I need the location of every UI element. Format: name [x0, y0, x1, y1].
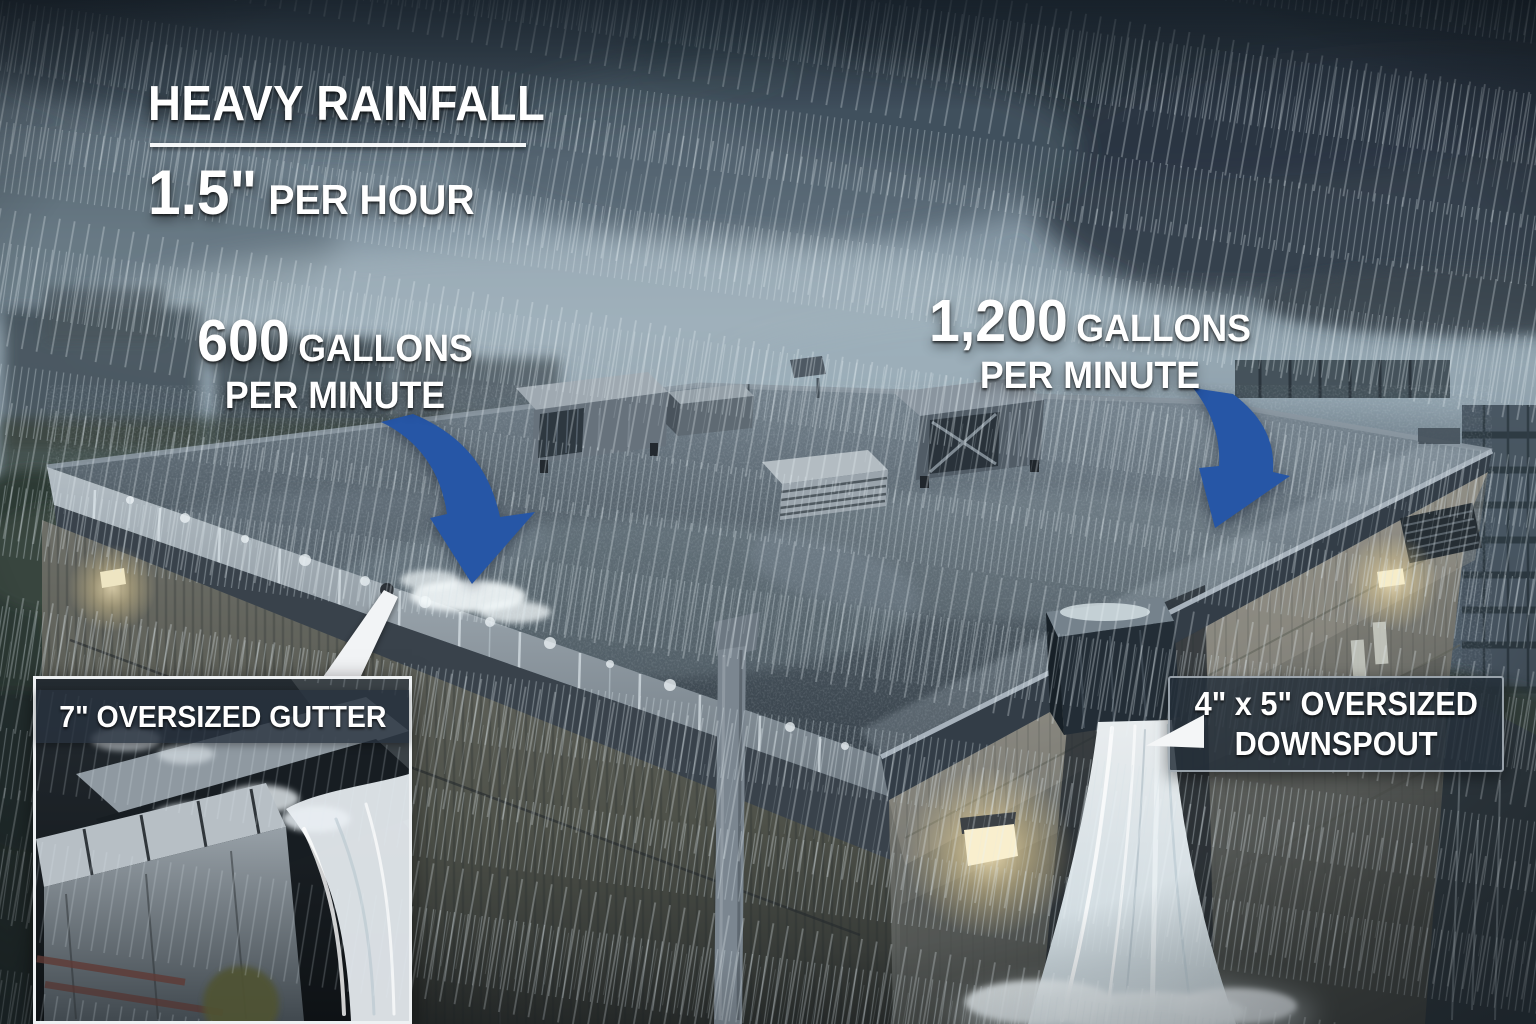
gutter-label-text: 7" OVERSIZED GUTTER [58, 698, 387, 734]
gutter-callout-pointer-icon [316, 590, 398, 693]
flow-arrow-right-icon [1193, 388, 1290, 528]
flow-left-value: 600 [197, 308, 290, 374]
flow-arrow-left-icon [381, 414, 535, 584]
downspout-label-line1: 4" x 5" OVERSIZED [1194, 684, 1478, 722]
gutter-inset-photo: 7" OVERSIZED GUTTER [33, 676, 412, 1024]
rainfall-rate: 1.5" PER HOUR [148, 162, 545, 225]
flow-right-value: 1,200 [929, 288, 1068, 354]
rainfall-rate-unit: PER HOUR [268, 176, 475, 223]
flow-stat-right: 1,200 GALLONS PER MINUTE [915, 288, 1265, 397]
rainfall-heading: HEAVY RAINFALL 1.5" PER HOUR [148, 80, 575, 225]
flow-left-unit: GALLONS [298, 328, 473, 370]
rainfall-rate-value: 1.5" [148, 158, 258, 228]
gutter-label: 7" OVERSIZED GUTTER [36, 690, 409, 743]
heading-divider [150, 143, 526, 147]
flow-right-unit: GALLONS [1076, 308, 1251, 350]
flow-stat-left: 600 GALLONS PER MINUTE [190, 308, 480, 417]
downspout-label-line2: DOWNSPOUT [1234, 725, 1438, 762]
downspout-label: 4" x 5" OVERSIZED DOWNSPOUT [1168, 676, 1504, 772]
flow-right-per: PER MINUTE [979, 355, 1201, 397]
flow-left-per: PER MINUTE [224, 375, 446, 417]
rainfall-title: HEAVY RAINFALL [148, 77, 546, 131]
